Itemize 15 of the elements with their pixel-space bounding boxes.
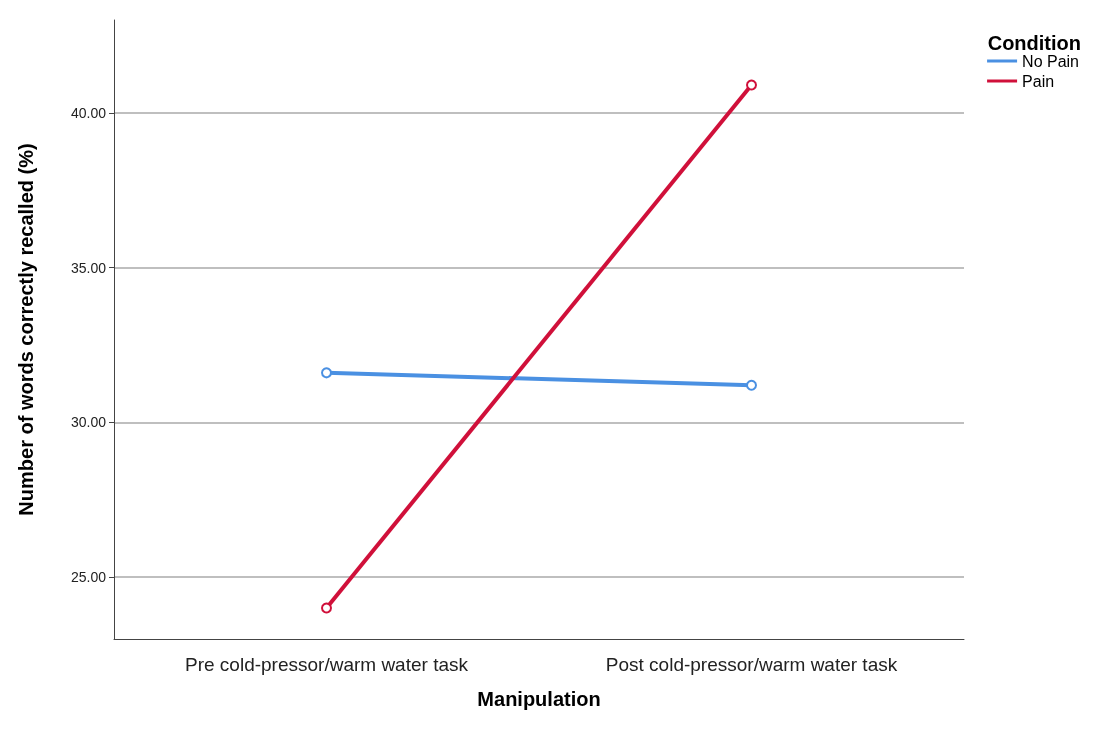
x-tick-label: Pre cold-pressor/warm water task xyxy=(185,654,469,675)
y-tick-label: 25.00 xyxy=(70,569,107,586)
legend-label: Pain xyxy=(1022,72,1055,90)
y-tick-label: 40.00 xyxy=(70,104,107,121)
x-tick-label: Post cold-pressor/warm water task xyxy=(605,654,898,675)
y-tick-label: 30.00 xyxy=(70,414,107,431)
y-tick-label: 35.00 xyxy=(70,259,107,276)
legend-title: Condition xyxy=(987,32,1082,54)
y-axis-title: Number of words correctly recalled (%) xyxy=(15,143,37,516)
x-axis-title: Manipulation xyxy=(477,688,601,710)
legend-label: No Pain xyxy=(1022,52,1079,70)
point xyxy=(746,379,757,391)
point xyxy=(321,602,332,614)
point xyxy=(746,79,757,91)
point xyxy=(321,367,332,379)
